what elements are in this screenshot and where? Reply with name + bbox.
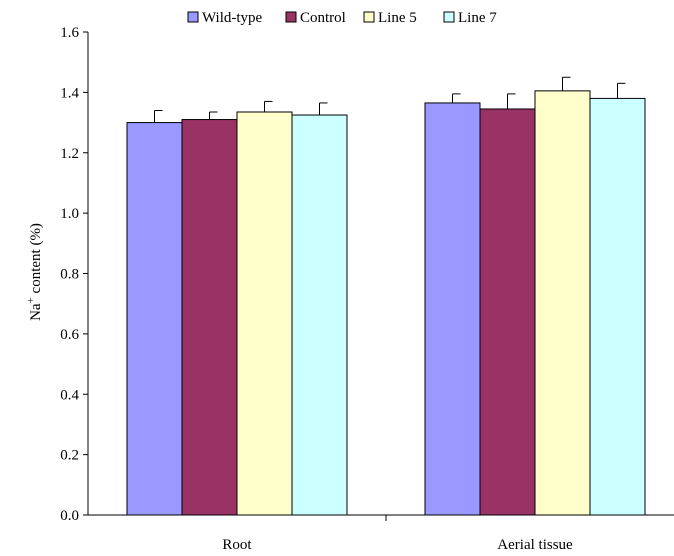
legend-label: Line 5 — [378, 10, 417, 26]
x-axis: Root Aerial tissue — [88, 514, 674, 553]
y-tick-label: 0.6 — [60, 327, 79, 343]
bar-line-5 — [534, 90, 591, 516]
bar-control — [181, 119, 238, 516]
y-axis-title-base: Na — [28, 303, 44, 321]
legend-swatch — [363, 11, 375, 23]
legend-label: Control — [300, 10, 346, 26]
legend-swatch — [187, 11, 199, 23]
y-tick-label: 1.0 — [60, 206, 79, 222]
y-axis-title-sup: + — [25, 297, 37, 303]
y-axis-title-rest: content (%) — [28, 223, 44, 297]
y-tick-label: 0.4 — [60, 387, 79, 403]
y-tick-label: 0.0 — [60, 508, 79, 524]
y-axis-title: Na+ content (%) — [25, 223, 44, 321]
legend-label: Line 7 — [458, 10, 497, 26]
y-tick-label: 0.8 — [60, 267, 79, 283]
bar-line-5 — [236, 111, 293, 516]
bar-wild-type — [126, 122, 183, 516]
y-axis: 0.0 0.2 0.4 0.6 0.8 1.0 1.2 1.4 1.6 — [60, 25, 89, 524]
y-tick-label: 1.2 — [60, 146, 79, 162]
category-label: Root — [222, 537, 252, 553]
bar-line-7 — [291, 114, 348, 516]
y-tick-label: 0.2 — [60, 448, 79, 464]
legend-swatch — [285, 11, 297, 23]
legend-swatch — [443, 11, 455, 23]
y-tick-label: 1.6 — [60, 25, 79, 41]
bars — [126, 76, 646, 516]
y-tick-label: 1.4 — [60, 85, 79, 101]
category-label: Aerial tissue — [497, 537, 573, 553]
legend: Wild-type Control Line 5 Line 7 — [187, 10, 497, 26]
bar-control — [479, 108, 536, 516]
legend-label: Wild-type — [202, 10, 263, 26]
bar-wild-type — [424, 102, 481, 516]
bar-line-7 — [589, 97, 646, 516]
